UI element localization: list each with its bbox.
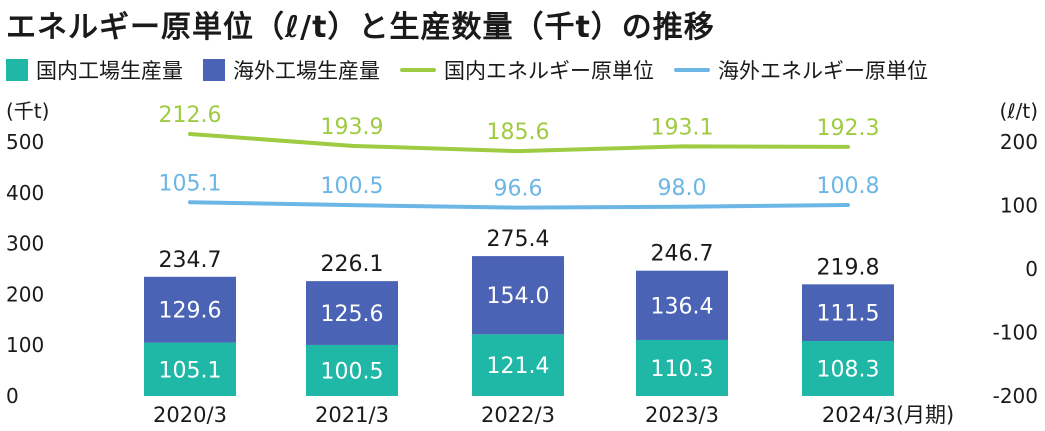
line-value-label: 100.5 — [321, 174, 384, 199]
bar-value-label: 108.3 — [817, 357, 880, 382]
legend-label-overseas-energy: 海外エネルギー原単位 — [718, 59, 928, 83]
legend-label-overseas-production: 海外工場生産量 — [233, 59, 380, 83]
bar-overseas-2020-3 — [144, 276, 236, 343]
labels-group: 105.1 129.6 234.7 100.5 125.6 226.1 121.4 154.0… — [159, 103, 880, 384]
line-domestic-energy — [188, 131, 850, 154]
x-axis: 2020/3 2021/3 2022/3 2023/3 2024/3(月期) — [153, 403, 954, 427]
right-axis-unit: (ℓ/t) — [1000, 99, 1038, 123]
line-value-label: 185.6 — [487, 120, 550, 145]
legend-item-overseas-production: 海外工場生産量 — [203, 55, 380, 85]
bar-value-label: 100.5 — [321, 359, 384, 384]
bar-domestic-2020-3 — [144, 342, 236, 396]
bar-value-label: 105.1 — [159, 358, 222, 383]
right-tick-label: 0 — [1025, 257, 1038, 281]
legend-item-domestic-production: 国内工場生産量 — [6, 55, 183, 85]
legend-swatch-overseas-energy — [674, 68, 710, 72]
bar-total-label: 234.7 — [159, 248, 222, 273]
bar-total-label: 246.7 — [651, 242, 714, 267]
line-value-label: 193.1 — [651, 115, 714, 140]
bar-value-label: 121.4 — [487, 354, 550, 379]
bar-domestic-2022-3 — [472, 334, 564, 396]
x-tick-label: 2023/3 — [645, 403, 719, 427]
line-value-label: 212.6 — [159, 103, 222, 128]
x-tick-label: 2024/3(月期) — [822, 403, 954, 427]
bar-value-label: 136.4 — [651, 294, 714, 319]
line-value-label: 100.8 — [817, 174, 880, 199]
line-value-label: 96.6 — [494, 177, 543, 202]
left-axis-unit: (千t) — [6, 99, 49, 123]
left-tick-label: 400 — [6, 181, 44, 205]
bar-value-label: 110.3 — [651, 357, 714, 382]
line-value-label: 98.0 — [658, 176, 707, 201]
bar-total-label: 226.1 — [321, 252, 384, 277]
left-tick-label: 200 — [6, 282, 44, 306]
right-tick-label: -200 — [993, 384, 1038, 408]
legend-label-domestic-production: 国内工場生産量 — [36, 59, 183, 83]
legend-swatch-domestic-energy — [400, 68, 436, 72]
bar-overseas-2022-3 — [472, 256, 564, 335]
x-tick-label: 2021/3 — [315, 403, 389, 427]
bar-value-label: 129.6 — [159, 299, 222, 324]
legend-swatch-overseas-production — [203, 59, 225, 81]
chart-title: エネルギー原単位（ℓ/t）と生産数量（千t）の推移 — [6, 10, 715, 45]
legend-item-overseas-energy: 海外エネルギー原単位 — [674, 55, 928, 85]
bar-value-label: 111.5 — [817, 302, 880, 327]
bar-domestic-2021-3 — [306, 344, 398, 396]
bar-total-label: 219.8 — [817, 255, 880, 280]
x-tick-label: 2020/3 — [153, 403, 227, 427]
right-axis: (ℓ/t) -200 -100 0 100 200 — [993, 99, 1038, 408]
right-tick-label: 200 — [1000, 130, 1038, 154]
bar-overseas-2024-3 — [802, 284, 894, 341]
legend-item-domestic-energy: 国内エネルギー原単位 — [400, 55, 654, 85]
bar-overseas-2023-3 — [636, 270, 728, 340]
legend-label-domestic-energy: 国内エネルギー原単位 — [444, 59, 654, 83]
legend: 国内工場生産量 海外工場生産量 国内エネルギー原単位 海外エネルギー原単位 — [6, 56, 928, 84]
left-axis: (千t) 0 100 200 300 400 500 — [6, 99, 49, 408]
right-tick-label: -100 — [993, 321, 1038, 345]
bar-total-label: 275.4 — [487, 227, 550, 252]
lines-group — [188, 131, 850, 210]
bar-domestic-2024-3 — [802, 340, 894, 396]
line-overseas-energy — [188, 200, 850, 210]
line-value-label: 193.9 — [321, 115, 384, 140]
legend-swatch-domestic-production — [6, 59, 28, 81]
left-tick-label: 100 — [6, 333, 44, 357]
bars-group — [144, 256, 894, 396]
bar-domestic-2023-3 — [636, 339, 728, 396]
right-tick-label: 100 — [1000, 194, 1038, 218]
left-tick-label: 300 — [6, 232, 44, 256]
x-axis-suffix: (月期) — [896, 403, 954, 427]
bar-value-label: 125.6 — [321, 302, 384, 327]
line-value-label: 105.1 — [159, 171, 222, 196]
left-tick-label: 0 — [6, 384, 19, 408]
bar-overseas-2021-3 — [306, 281, 398, 345]
x-tick-label: 2022/3 — [481, 403, 555, 427]
left-tick-label: 500 — [6, 130, 44, 154]
line-value-label: 192.3 — [817, 116, 880, 141]
bar-value-label: 154.0 — [487, 284, 550, 309]
